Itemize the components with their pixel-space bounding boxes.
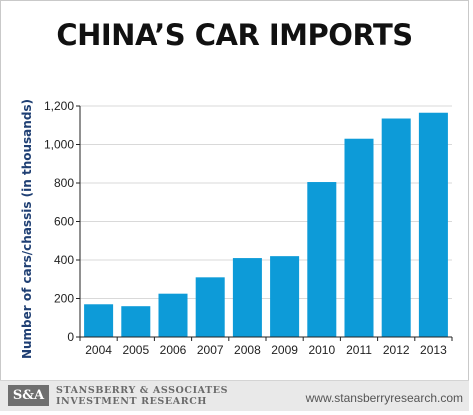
x-tick-label: 2006 (160, 343, 187, 357)
bar-2012 (381, 118, 411, 337)
company-logo: S&A (8, 385, 49, 406)
bar-2011 (344, 138, 374, 337)
bar-2013 (418, 112, 448, 337)
y-tick-label: 600 (54, 215, 74, 229)
y-tick-label: 1,200 (44, 99, 74, 113)
x-tick-label: 2010 (308, 343, 335, 357)
bar-chart: 0 200 400 600 800 1,000 1,200 2004 2005 2006 2007… (20, 99, 453, 359)
bar-2008 (232, 258, 262, 337)
axes (76, 105, 453, 341)
bars (84, 112, 448, 337)
x-tick-label: 2009 (271, 343, 298, 357)
y-tick-label: 800 (54, 176, 74, 190)
x-tick-label: 2011 (346, 343, 372, 357)
bar-2010 (307, 182, 337, 337)
brand-tagline: INVESTMENT RESEARCH (56, 396, 207, 407)
brand-name: STANSBERRY & ASSOCIATES (56, 385, 229, 396)
bar-2006 (158, 293, 188, 337)
bar-2004 (84, 304, 114, 337)
bar-2007 (195, 277, 225, 337)
footer-bar (0, 380, 469, 411)
bar-2005 (121, 306, 151, 337)
x-tick-label: 2004 (85, 343, 112, 357)
y-tick-labels: 0 200 400 600 800 1,000 1,200 (44, 99, 74, 344)
y-axis-label: Number of cars/chassis (in thousands) (20, 99, 34, 359)
x-tick-labels: 2004 2005 2006 2007 2008 2009 2010 2011 2012 2013 (85, 343, 447, 357)
x-tick-label: 2007 (197, 343, 224, 357)
x-tick-label: 2013 (420, 343, 447, 357)
y-tick-label: 200 (54, 292, 74, 306)
x-tick-label: 2005 (122, 343, 149, 357)
y-tick-label: 400 (54, 253, 74, 267)
bar-2009 (270, 256, 300, 337)
x-tick-label: 2008 (234, 343, 261, 357)
chart-title: CHINA’S CAR IMPORTS (56, 18, 413, 52)
y-tick-label: 0 (67, 330, 74, 344)
website-url[interactable]: www.stansberryresearch.com (305, 391, 463, 405)
x-tick-label: 2012 (383, 343, 410, 357)
y-tick-label: 1,000 (44, 138, 74, 152)
